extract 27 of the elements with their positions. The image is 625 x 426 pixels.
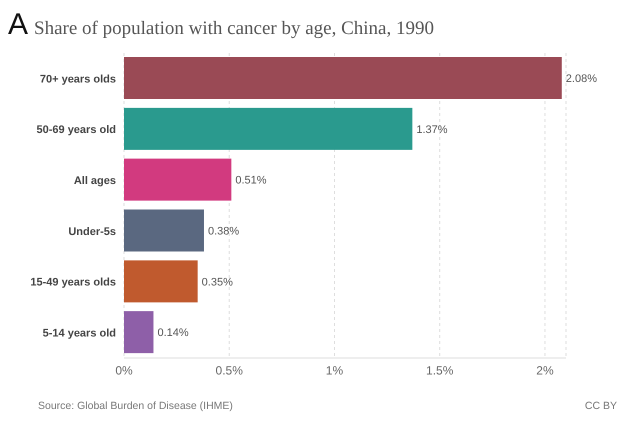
bar — [124, 210, 204, 252]
y-tick-label: 70+ years olds — [40, 73, 116, 86]
text: CC BY — [584, 400, 617, 412]
y-tick-label: 50-69 years old — [36, 124, 116, 136]
bar — [124, 260, 198, 302]
bar — [124, 158, 232, 201]
bar — [124, 108, 412, 150]
data-label: 1.37% — [416, 124, 448, 136]
chart-title: Share of population with cancer by age, China, 1990 — [34, 18, 434, 40]
source-note: Source: Global Burden of Disease (IHME) — [38, 400, 233, 412]
data-label: 0.35% — [202, 276, 234, 288]
data-label: 2.08% — [566, 73, 598, 85]
bar — [124, 311, 154, 354]
y-tick-label: 5-14 years old — [42, 327, 116, 340]
x-tick-label: 1% — [326, 364, 344, 378]
data-label: 0.38% — [208, 226, 240, 238]
y-tick-label: 15-49 years olds — [30, 276, 116, 289]
bar — [124, 57, 562, 99]
x-tick-label: 0% — [115, 364, 133, 378]
text: A — [8, 8, 28, 42]
y-tick-label: All ages — [74, 174, 116, 187]
data-label: 0.51% — [235, 174, 267, 187]
data-label: 0.14% — [157, 327, 189, 340]
x-tick-label: 0.5% — [216, 364, 244, 378]
x-tick-label: 1.5% — [426, 364, 454, 378]
y-tick-label: Under-5s — [68, 226, 116, 238]
x-tick-label: 2% — [536, 364, 554, 378]
